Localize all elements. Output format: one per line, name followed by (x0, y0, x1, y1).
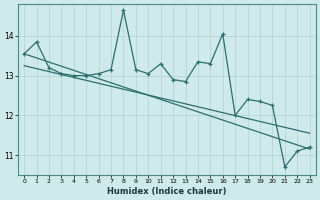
X-axis label: Humidex (Indice chaleur): Humidex (Indice chaleur) (107, 187, 227, 196)
